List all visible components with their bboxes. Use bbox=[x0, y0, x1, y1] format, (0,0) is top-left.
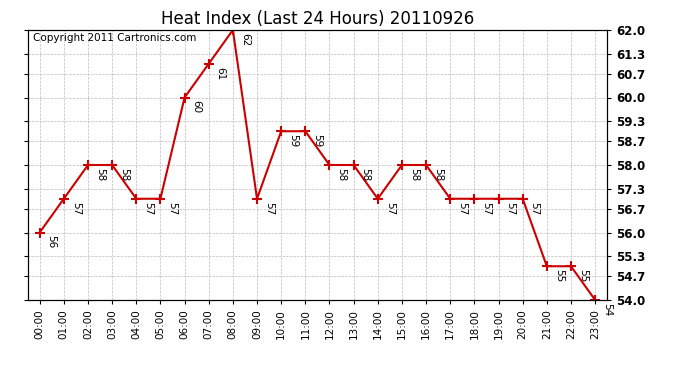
Title: Heat Index (Last 24 Hours) 20110926: Heat Index (Last 24 Hours) 20110926 bbox=[161, 10, 474, 28]
Text: 57: 57 bbox=[264, 201, 274, 215]
Text: 59: 59 bbox=[313, 134, 322, 147]
Text: 57: 57 bbox=[482, 201, 491, 215]
Text: 58: 58 bbox=[361, 168, 371, 181]
Text: 57: 57 bbox=[144, 201, 153, 215]
Text: 56: 56 bbox=[47, 235, 57, 249]
Text: 58: 58 bbox=[337, 168, 346, 181]
Text: 58: 58 bbox=[95, 168, 105, 181]
Text: 57: 57 bbox=[385, 201, 395, 215]
Text: 55: 55 bbox=[554, 269, 564, 282]
Text: 59: 59 bbox=[288, 134, 298, 147]
Text: Copyright 2011 Cartronics.com: Copyright 2011 Cartronics.com bbox=[33, 33, 197, 43]
Text: 57: 57 bbox=[530, 201, 540, 215]
Text: 55: 55 bbox=[578, 269, 588, 282]
Text: 58: 58 bbox=[433, 168, 443, 181]
Text: 57: 57 bbox=[506, 201, 515, 215]
Text: 61: 61 bbox=[216, 66, 226, 80]
Text: 57: 57 bbox=[457, 201, 467, 215]
Text: 62: 62 bbox=[240, 33, 250, 46]
Text: 60: 60 bbox=[192, 100, 201, 113]
Text: 57: 57 bbox=[71, 201, 81, 215]
Text: 57: 57 bbox=[168, 201, 177, 215]
Text: 58: 58 bbox=[409, 168, 419, 181]
Text: 54: 54 bbox=[602, 303, 612, 316]
Text: 58: 58 bbox=[119, 168, 129, 181]
